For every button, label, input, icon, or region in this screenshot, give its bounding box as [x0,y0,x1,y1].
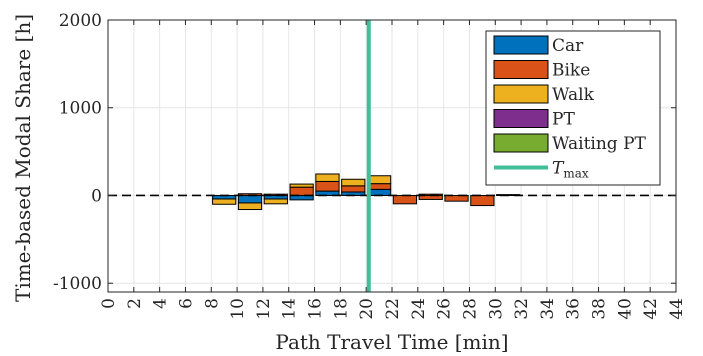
bar-bike-27-neg [444,194,469,202]
bar-walk-19 [341,178,366,187]
bar-bike-17 [315,180,340,192]
legend-label: Walk [552,85,595,105]
x-tick-label: 44 [667,298,687,320]
bar-bike-23-neg [392,194,418,205]
x-tick-label: 30 [486,298,506,320]
legend-swatch-pt [493,109,549,128]
bar-car-15-neg [289,194,314,201]
axis-ticks: 0 2 4 6 8 10 12 14 16 18 20 22 24 26 28 30 32 34 36 38 40 42 4… [53,11,687,320]
x-tick-label: 24 [409,298,429,320]
x-tick-label: 12 [254,298,274,320]
bar-walk-9-neg [212,198,237,205]
y-tick-label: -1000 [53,274,102,294]
x-tick-label: 28 [460,298,480,320]
x-tick-label: 34 [538,298,558,320]
bar-walk-15 [289,183,314,188]
x-tick-label: 0 [99,298,119,309]
bar-walk-21 [366,175,392,185]
legend-box [485,30,661,186]
x-axis-label: Path Travel Time [min] [275,330,508,354]
x-tick-label: 38 [590,298,610,320]
bar-car-11-neg [237,194,263,204]
bar-bike-15 [289,186,314,196]
y-tick-label: 1000 [59,99,102,119]
x-tick-label: 36 [564,298,584,320]
legend-label: PT [552,110,575,130]
y-tick-label: 0 [91,186,102,206]
legend-label: Car [552,36,584,56]
bar-bike-19 [341,185,366,193]
x-tick-label: 18 [331,298,351,320]
x-tick-label: 32 [512,298,532,320]
bar-walk-13-neg [263,198,288,205]
x-tick-label: 2 [125,298,145,309]
x-tick-label: 14 [280,298,300,320]
bar-walk-11-neg [237,202,263,211]
legend-swatch-bike [493,60,549,79]
x-tick-label: 6 [176,298,196,309]
bar-car-21 [366,188,392,196]
legend-swatch-walk [493,84,549,104]
x-tick-label: 8 [202,298,222,309]
legend-swatch-waiting-pt [493,133,549,153]
legend-swatch-car [493,35,549,55]
x-tick-label: 40 [615,298,635,320]
legend-label: Waiting PT [552,134,647,154]
x-tick-label: 20 [357,298,377,320]
bar-walk-17 [315,173,340,182]
x-tick-label: 16 [306,298,326,320]
bar-bike-21 [366,183,392,190]
bar-bike-29-neg [470,194,495,207]
legend-label: Bike [552,61,590,81]
x-tick-label: 10 [228,298,248,320]
x-tick-label: 42 [641,298,661,320]
legend: Car Bike Walk PT Waiting PT Tmax [485,30,661,186]
y-tick-label: 2000 [59,11,102,31]
x-tick-label: 26 [435,298,455,320]
y-axis-label: Time-based Modal Share [h] [11,14,35,302]
x-tick-label: 4 [151,298,171,309]
x-tick-label: 22 [383,298,403,320]
legend-label: Tmax [552,159,589,181]
